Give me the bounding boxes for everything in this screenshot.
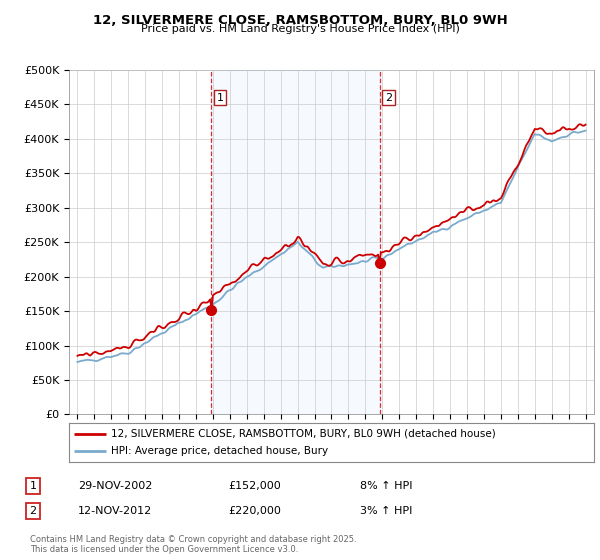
Text: 1: 1 — [29, 481, 37, 491]
Text: 12, SILVERMERE CLOSE, RAMSBOTTOM, BURY, BL0 9WH (detached house): 12, SILVERMERE CLOSE, RAMSBOTTOM, BURY, … — [111, 429, 496, 439]
Text: HPI: Average price, detached house, Bury: HPI: Average price, detached house, Bury — [111, 446, 328, 456]
Text: 12-NOV-2012: 12-NOV-2012 — [78, 506, 152, 516]
Text: £220,000: £220,000 — [228, 506, 281, 516]
Text: 1: 1 — [217, 92, 224, 102]
Text: 2: 2 — [385, 92, 392, 102]
Text: Price paid vs. HM Land Registry's House Price Index (HPI): Price paid vs. HM Land Registry's House … — [140, 24, 460, 34]
Text: 8% ↑ HPI: 8% ↑ HPI — [360, 481, 413, 491]
Text: Contains HM Land Registry data © Crown copyright and database right 2025.
This d: Contains HM Land Registry data © Crown c… — [30, 535, 356, 554]
Text: 3% ↑ HPI: 3% ↑ HPI — [360, 506, 412, 516]
Text: £152,000: £152,000 — [228, 481, 281, 491]
Text: 12, SILVERMERE CLOSE, RAMSBOTTOM, BURY, BL0 9WH: 12, SILVERMERE CLOSE, RAMSBOTTOM, BURY, … — [92, 14, 508, 27]
Bar — [211, 70, 380, 414]
Text: 29-NOV-2002: 29-NOV-2002 — [78, 481, 152, 491]
Text: 2: 2 — [29, 506, 37, 516]
